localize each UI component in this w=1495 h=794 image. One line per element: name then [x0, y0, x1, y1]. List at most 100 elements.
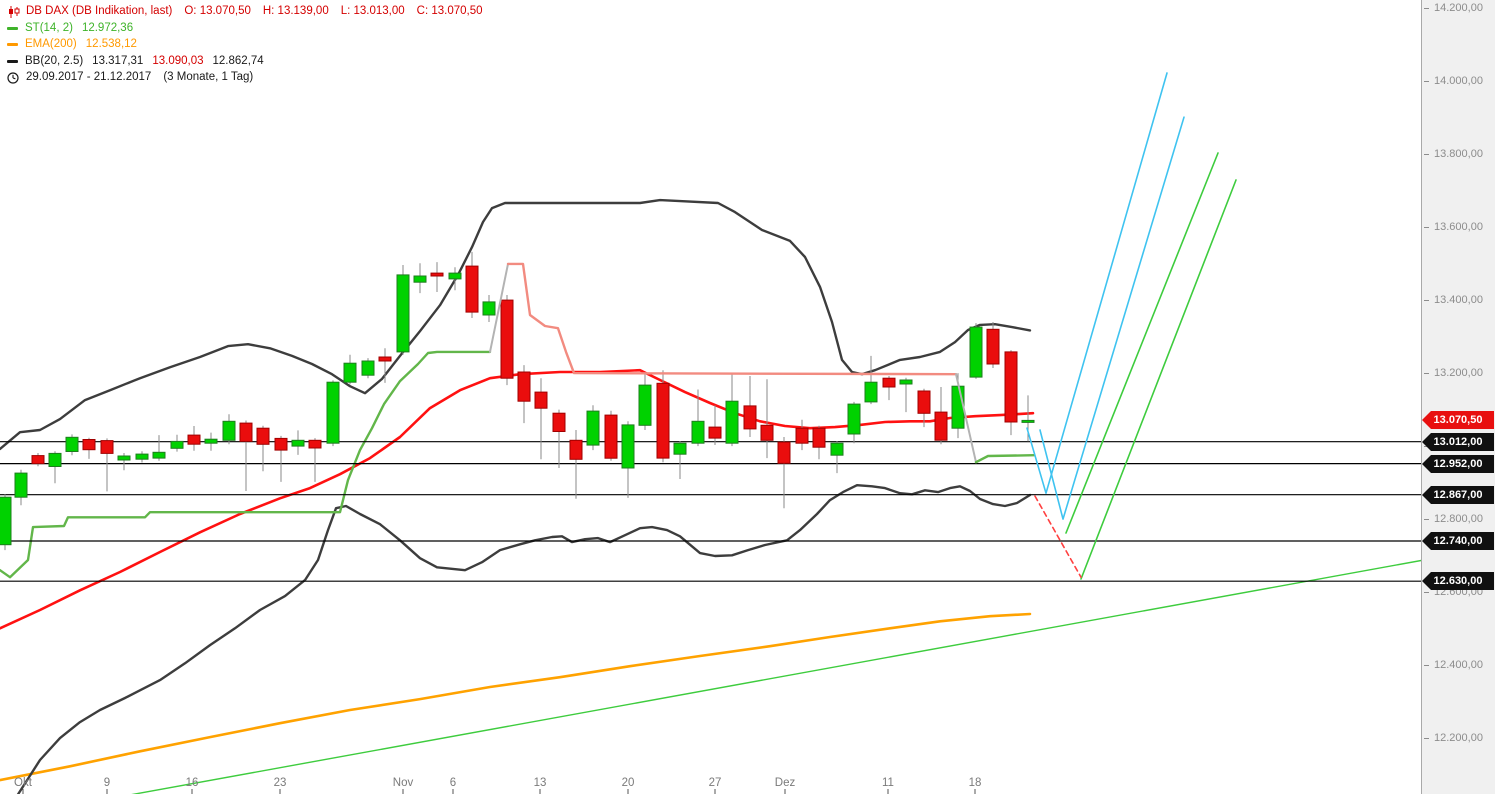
candle-2017-10-20: [256, 427, 270, 445]
legend-bollinger-row[interactable]: BB(20, 2.5) 13.317,31 13.090,03 12.862,7…: [7, 54, 483, 70]
bb-upper-line: [0, 198, 1032, 451]
candle-2017-11-07: [465, 265, 479, 313]
candle-2017-10-19: [239, 422, 253, 442]
y-axis-label-13400: 13.400,00: [1422, 293, 1483, 307]
legend-ema-row[interactable]: EMA(200) 12.538,12: [7, 37, 483, 53]
ema-value: 12.538,12: [85, 38, 137, 50]
candle-2017-10-17: [204, 438, 218, 444]
y-axis-label-13600: 13.600,00: [1422, 220, 1483, 234]
y-axis-label-13800: 13.800,00: [1422, 147, 1483, 161]
bollinger-lower-value: 12.862,74: [212, 54, 264, 67]
projection-green-1-line: [1065, 152, 1219, 534]
supertrend-connector-1-line: [489, 262, 509, 353]
x-axis-label-16: 16: [186, 777, 199, 789]
level-badge-12740: 12.740,00: [1422, 532, 1494, 550]
x-axis-label-23: 23: [274, 777, 287, 789]
date-range: 29.09.2017 - 21.12.2017: [26, 71, 152, 83]
candle-2017-11-24: [691, 420, 705, 444]
y-axis-tick: [1424, 299, 1429, 301]
candle-2017-09-29: [0, 496, 12, 546]
candle-2017-10-05: [65, 436, 79, 452]
candle-2017-11-23: [673, 442, 687, 455]
x-axis-label-Dez: Dez: [775, 777, 796, 789]
ema-swatch: [7, 43, 18, 47]
candle-2017-10-02: [14, 472, 28, 498]
last-price-badge: 13.070,50: [1422, 411, 1494, 429]
candle-2017-12-13: [917, 390, 931, 414]
candle-2017-10-04: [48, 452, 62, 467]
bollinger-mid-value: 13.090,03: [152, 54, 204, 67]
supertrend-label: ST(14, 2): [25, 21, 73, 34]
legend-timeframe-row[interactable]: 29.09.2017 - 21.12.2017 (3 Monate, 1 Tag…: [7, 70, 483, 86]
level-badge-12952: 12.952,00: [1422, 455, 1494, 473]
ema-label: EMA(200): [25, 38, 77, 50]
candle-2017-11-30: [760, 424, 774, 441]
candle-2017-10-12: [152, 451, 166, 459]
bollinger-label: BB(20, 2.5): [25, 54, 84, 67]
projection-green-2-line: [1080, 179, 1237, 580]
candle-2017-12-15: [951, 385, 965, 429]
candle-2017-10-23: [274, 437, 288, 451]
y-axis-label-12800: 12.800,00: [1422, 512, 1483, 526]
x-axis-label-18: 18: [969, 777, 982, 789]
trendline-line: [131, 551, 1469, 794]
candle-2017-11-08: [482, 301, 496, 316]
level-badge-12867: 12.867,00: [1422, 486, 1494, 504]
y-axis-tick: [1424, 591, 1429, 593]
y-axis-label-12400: 12.400,00: [1422, 658, 1483, 672]
supertrend-bull-1-line: [0, 350, 492, 579]
x-axis-label-13: 13: [534, 777, 547, 789]
chart-legend: DB DAX (DB Indikation, last) O: 13.070,5…: [7, 4, 483, 87]
candle-2017-11-01: [396, 274, 410, 353]
bb-mid-line: [0, 368, 1035, 630]
level-badge-12630: 12.630,00: [1422, 572, 1494, 590]
x-axis-label-6: 6: [450, 777, 456, 789]
candle-2017-10-16: [187, 434, 201, 445]
supertrend-connector-2-line: [955, 373, 977, 464]
candle-2017-10-03: [31, 455, 45, 465]
candle-2017-12-11: [882, 377, 896, 388]
price-axis[interactable]: 14.200,00 14.000,00 13.800,00 13.600,00 13.4…: [1421, 0, 1495, 794]
candle-2017-11-22: [656, 382, 670, 459]
candle-2017-12-01: [777, 441, 791, 464]
y-axis-tick: [1424, 372, 1429, 374]
y-axis-tick: [1424, 518, 1429, 520]
candle-2017-10-30: [361, 360, 375, 376]
candle-2017-12-20: [1004, 351, 1018, 423]
candle-2017-10-26: [326, 381, 340, 444]
candle-2017-11-20: [621, 424, 635, 469]
candle-2017-10-31: [378, 356, 392, 362]
candle-2017-11-14: [552, 412, 566, 433]
y-axis-label-14000: 14.000,00: [1422, 74, 1483, 88]
y-axis-tick: [1424, 7, 1429, 9]
timeframe-mode: (3 Monate, 1 Tag): [163, 71, 254, 83]
candle-2017-10-25: [308, 439, 322, 449]
bollinger-upper-value: 13.317,31: [92, 54, 144, 67]
x-axis-label-Okt: Okt: [14, 777, 33, 789]
open-value: O: 13.070,50: [184, 5, 251, 17]
legend-supertrend-row[interactable]: ST(14, 2) 12.972,36: [7, 21, 483, 37]
projection-cyan-2-line: [1039, 116, 1185, 520]
y-axis-tick: [1424, 226, 1429, 228]
level-badge-13012: 13.012,00: [1422, 433, 1494, 451]
candle-2017-11-10: [517, 371, 531, 402]
candle-2017-11-13: [534, 391, 548, 409]
y-axis-tick: [1424, 80, 1429, 82]
candle-2017-11-06: [448, 272, 462, 280]
low-value: L: 13.013,00: [340, 5, 405, 17]
legend-instrument-row[interactable]: DB DAX (DB Indikation, last) O: 13.070,5…: [7, 4, 483, 20]
y-axis-label-12200: 12.200,00: [1422, 731, 1483, 745]
candle-2017-12-19: [986, 328, 1000, 365]
clock-icon: [7, 72, 21, 84]
candle-2017-11-21: [638, 384, 652, 426]
candle-2017-11-03: [430, 272, 444, 277]
candle-2017-10-18: [222, 420, 236, 441]
candle-2017-12-07: [847, 403, 861, 435]
candle-2017-11-17: [604, 414, 618, 459]
candle-2017-12-14: [934, 411, 948, 441]
candle-2017-11-16: [586, 410, 600, 446]
candle-2017-10-13: [170, 440, 184, 449]
y-axis-tick: [1424, 153, 1429, 155]
